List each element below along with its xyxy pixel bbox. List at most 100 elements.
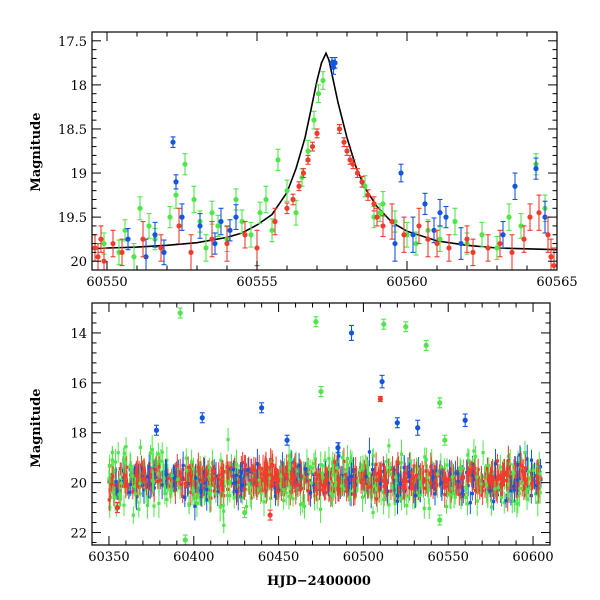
blue-data-point [170, 139, 176, 145]
band-point [243, 463, 248, 467]
band-point [248, 491, 252, 495]
band-point [402, 465, 406, 470]
band-point [493, 487, 497, 491]
band-point [314, 471, 318, 475]
band-point [291, 478, 295, 482]
band-point [275, 477, 280, 481]
band-point [461, 489, 465, 493]
band-point [337, 454, 341, 458]
band-point [521, 474, 525, 478]
band-point [448, 473, 452, 477]
band-point [320, 471, 325, 475]
band-point [508, 475, 512, 479]
band-point [297, 480, 301, 484]
band-point [476, 479, 480, 484]
band-point [491, 500, 496, 504]
band-point [516, 463, 520, 467]
band-point [157, 501, 161, 506]
red-data-point [300, 170, 307, 176]
band-point [146, 475, 150, 479]
band-point [300, 474, 304, 478]
band-point [496, 476, 500, 481]
band-point [391, 486, 395, 490]
band-point [347, 481, 352, 485]
band-point [270, 462, 274, 467]
band-point [341, 455, 345, 460]
band-point [315, 477, 319, 481]
band-point [394, 475, 398, 479]
band-point [488, 489, 492, 493]
band-point [222, 509, 226, 513]
blue-data-point [284, 437, 290, 443]
blue-data-point [218, 218, 224, 225]
band-point [184, 468, 189, 472]
band-point [329, 491, 333, 495]
band-point [479, 482, 483, 486]
band-point [128, 464, 132, 468]
band-point [401, 483, 405, 488]
red-data-point [521, 236, 527, 242]
band-point [274, 483, 279, 487]
band-point [267, 476, 271, 480]
green-data-point [315, 91, 322, 97]
band-point [385, 459, 389, 464]
band-point [486, 478, 491, 482]
band-point [374, 462, 378, 466]
band-point [455, 486, 459, 490]
band-point [183, 477, 188, 481]
band-point [505, 484, 509, 488]
band-point [407, 474, 411, 478]
band-point [301, 501, 305, 506]
green-data-point [146, 223, 152, 229]
band-point [526, 470, 531, 474]
band-point [525, 497, 529, 501]
band-point [334, 481, 338, 486]
band-point [232, 496, 236, 500]
band-point [345, 489, 349, 493]
blue-data-point [152, 232, 158, 238]
band-point [474, 455, 478, 459]
band-point [447, 482, 451, 486]
band-point [461, 467, 466, 471]
band-point [297, 463, 301, 468]
band-point [242, 484, 246, 489]
band-point [367, 450, 372, 454]
red-data-point [176, 223, 182, 229]
band-point [125, 465, 129, 469]
band-point [127, 486, 132, 490]
band-point [235, 493, 240, 497]
red-data-point [371, 201, 377, 207]
band-point [384, 482, 389, 486]
band-point [302, 474, 306, 478]
y-tick-label: 20 [70, 255, 87, 270]
red-data-point [290, 196, 296, 203]
band-point [282, 473, 286, 478]
green-data-point [452, 218, 458, 225]
y-tick-label: 14 [70, 327, 87, 342]
green-data-point [494, 245, 500, 251]
band-point [141, 477, 145, 481]
band-point [212, 489, 216, 493]
band-point [237, 480, 241, 484]
y-tick-label: 18 [70, 427, 87, 442]
band-point [178, 470, 182, 475]
band-point [385, 489, 390, 493]
band-point [281, 479, 285, 484]
band-point [197, 493, 201, 497]
blue-data-point [512, 183, 518, 189]
band-point [191, 489, 195, 493]
green-data-point [257, 210, 263, 216]
band-point [514, 475, 518, 480]
band-point [517, 491, 521, 495]
band-point [450, 467, 454, 472]
band-point [427, 506, 431, 511]
x-tick-label: 60350 [88, 550, 129, 565]
band-point [433, 492, 437, 496]
band-point [234, 462, 239, 466]
band-point [109, 482, 113, 486]
blue-data-point [542, 214, 548, 220]
blue-data-point [153, 427, 160, 433]
band-point [382, 474, 387, 478]
band-point [219, 483, 223, 487]
band-point [536, 500, 540, 505]
